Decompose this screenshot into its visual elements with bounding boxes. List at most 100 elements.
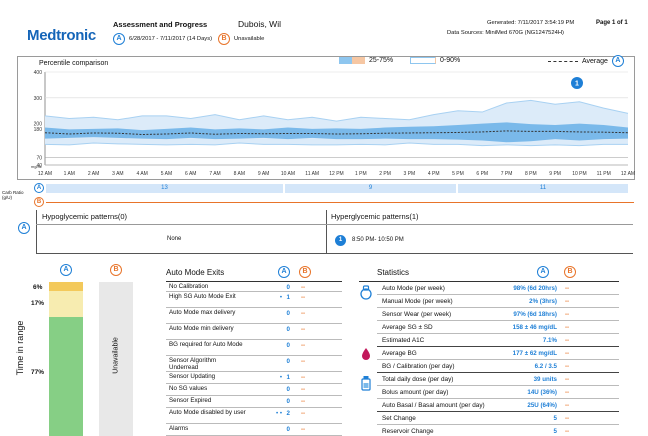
exit-value-b: -- [301, 398, 306, 405]
exit-value-b: -- [301, 310, 306, 317]
carb-bar-3: 11 [458, 184, 628, 193]
y-tick-label: 70 [36, 155, 42, 161]
blood-drop-icon [362, 348, 370, 360]
period-a-badge: A [113, 33, 125, 45]
legend-average-line [548, 60, 578, 62]
stat-label: Total daily dose (per day) [382, 376, 454, 383]
exits-title-line [166, 281, 342, 282]
auto-mode-exits-title: Auto Mode Exits [166, 268, 225, 277]
stat-value-a: 6.2 / 3.5 [534, 363, 557, 370]
legend-average: Average A [548, 55, 624, 67]
exit-label: Auto Mode min delivery [169, 325, 234, 332]
exit-label: Sensor Algorithm Underread [169, 357, 217, 371]
exit-value-a: 0 [286, 358, 290, 365]
stat-value-a: 2% (3hrs) [529, 298, 557, 305]
exits-badge-a: A [278, 266, 290, 278]
statistics-title: Statistics [377, 268, 410, 277]
exit-value-b: -- [301, 326, 306, 333]
tir-segment-high [49, 282, 83, 292]
x-tick-label: 7 PM [501, 171, 513, 177]
exit-label: Sensor Expired [169, 397, 212, 404]
tir-pct-above: 17% [31, 300, 45, 307]
y-tick-label: 40 [36, 163, 42, 169]
stat-row: Bolus amount (per day) 14U (36%) -- [377, 386, 619, 399]
x-tick-label: 9 AM [258, 171, 269, 177]
exit-row: High SG Auto Mode Exit • 1 -- [166, 292, 342, 308]
pattern-marker-label: 1 [575, 81, 579, 88]
x-tick-label: 5 PM [452, 171, 464, 177]
carb-badge-b: B [34, 197, 44, 207]
stat-label: Auto Mode (per week) [382, 285, 445, 292]
tir-pct-high: 6% [33, 284, 43, 291]
carb-badge-a: A [34, 183, 44, 193]
exit-dots: • [279, 294, 282, 301]
hyper-value: 8:50 PM- 10:50 PM [352, 237, 404, 243]
stat-row: Estimated A1C 7.1% -- [377, 334, 619, 347]
x-tick-label: 2 AM [88, 171, 99, 177]
x-tick-label: 11 PM [597, 171, 611, 177]
stats-badge-a: A [537, 266, 549, 278]
average-line [44, 130, 629, 136]
stat-label: Average BG [382, 350, 417, 357]
patterns-badge: A [18, 222, 30, 234]
patterns-divider [326, 210, 327, 254]
patterns-header-line [36, 224, 633, 225]
exit-row: Alarms 0 -- [166, 424, 342, 436]
exit-value-a: 1 [286, 294, 290, 301]
stat-value-a: 5 [553, 415, 557, 422]
stat-value-a: 14U (36%) [527, 389, 557, 396]
stat-value-b: -- [565, 285, 570, 292]
stat-value-b: -- [565, 311, 570, 318]
stat-value-b: -- [565, 389, 570, 396]
stat-label: Reservoir Change [382, 428, 434, 435]
x-tick-label: 11 AM [305, 171, 319, 177]
stat-label: Estimated A1C [382, 337, 425, 344]
x-tick-label: 2 PM [379, 171, 391, 177]
exit-label: Alarms [169, 425, 189, 432]
tir-pct-in: 77% [31, 369, 45, 376]
x-tick-label: 8 AM [234, 171, 245, 177]
x-tick-label: 10 PM [572, 171, 586, 177]
exit-value-b: -- [301, 386, 306, 393]
legend-25-75-label: 25-75% [369, 57, 394, 64]
legend-25-75-swatch [339, 57, 365, 64]
exit-row: Sensor Algorithm Underread 0 -- [166, 356, 342, 372]
y-tick-label: 400 [34, 70, 43, 76]
band-25-75 [45, 122, 628, 143]
stat-value-b: -- [565, 402, 570, 409]
data-sources: Data Sources: MiniMed 670G (NG1247524H) [447, 30, 564, 36]
report-title: Assessment and Progress [113, 20, 208, 29]
y-tick-label: 180 [34, 127, 43, 133]
stat-value-a: 97% (6d 18hrs) [513, 311, 557, 318]
exit-value-a: 0 [286, 426, 290, 433]
tir-bar-b [99, 282, 133, 436]
y-tick-label: 300 [34, 96, 43, 102]
hyper-pattern-badge[interactable]: 1 [335, 235, 346, 246]
stat-value-b: -- [565, 363, 570, 370]
stat-label: Sensor Wear (per week) [382, 311, 452, 318]
stats-badge-b: B [564, 266, 576, 278]
x-tick-label: 4 AM [136, 171, 147, 177]
medtronic-logo: Medtronic [27, 27, 96, 44]
stat-row: Average SG ± SD 158 ± 46 mg/dL -- [377, 321, 619, 334]
period-b-status: Unavailable [234, 36, 265, 42]
stat-row: Manual Mode (per week) 2% (3hrs) -- [377, 295, 619, 308]
x-tick-label: 7 AM [209, 171, 220, 177]
period-b: B Unavailable [218, 33, 264, 45]
x-tick-label: 12 AM [38, 171, 52, 177]
x-tick-label: 9 PM [549, 171, 561, 177]
period-b-badge: B [218, 33, 230, 45]
stat-row: Sensor Wear (per week) 97% (6d 18hrs) -- [377, 308, 619, 321]
stat-label: Average SG ± SD [382, 324, 433, 331]
exit-label: Auto Mode max delivery [169, 309, 236, 316]
y-tick-label: 200 [34, 122, 43, 128]
exits-badge-b: B [299, 266, 311, 278]
legend-average-badge: A [611, 55, 624, 67]
exit-row: Auto Mode min delivery 0 -- [166, 324, 342, 340]
exit-label: BG required for Auto Mode [169, 341, 243, 348]
stat-value-a: 39 units [533, 376, 557, 383]
stat-row: Set Change 5 -- [377, 412, 619, 425]
exit-value-b: -- [301, 374, 306, 381]
exit-value-a: 2 [286, 410, 290, 417]
